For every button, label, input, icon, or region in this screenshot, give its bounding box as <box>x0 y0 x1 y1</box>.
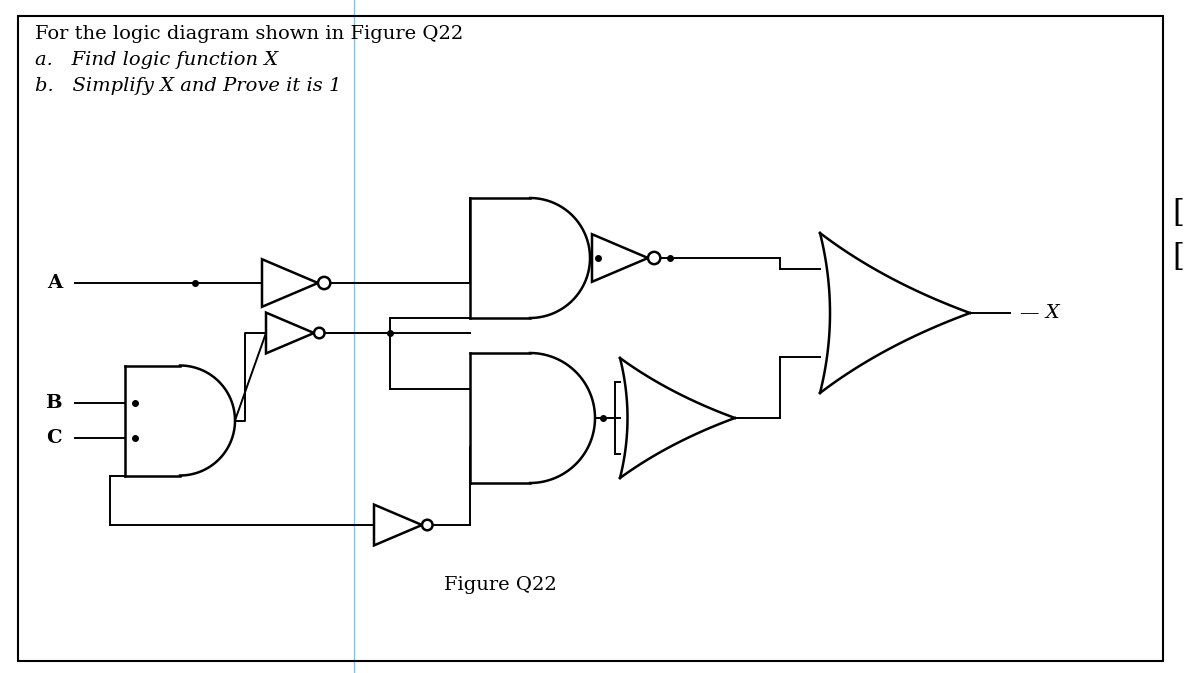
Text: a.   Find logic function X: a. Find logic function X <box>35 51 278 69</box>
Text: [: [ <box>1172 242 1184 273</box>
Text: A: A <box>47 274 62 292</box>
Circle shape <box>648 252 660 264</box>
Text: b.   Simplify X and Prove it is 1: b. Simplify X and Prove it is 1 <box>35 77 341 95</box>
Text: Figure Q22: Figure Q22 <box>444 576 557 594</box>
Text: — X: — X <box>1020 304 1060 322</box>
Circle shape <box>318 277 330 289</box>
Text: [: [ <box>1172 197 1184 229</box>
Text: C: C <box>47 429 62 447</box>
Text: For the logic diagram shown in Figure Q22: For the logic diagram shown in Figure Q2… <box>35 25 463 43</box>
Text: B: B <box>46 394 62 412</box>
Circle shape <box>422 520 432 530</box>
Circle shape <box>314 328 324 339</box>
